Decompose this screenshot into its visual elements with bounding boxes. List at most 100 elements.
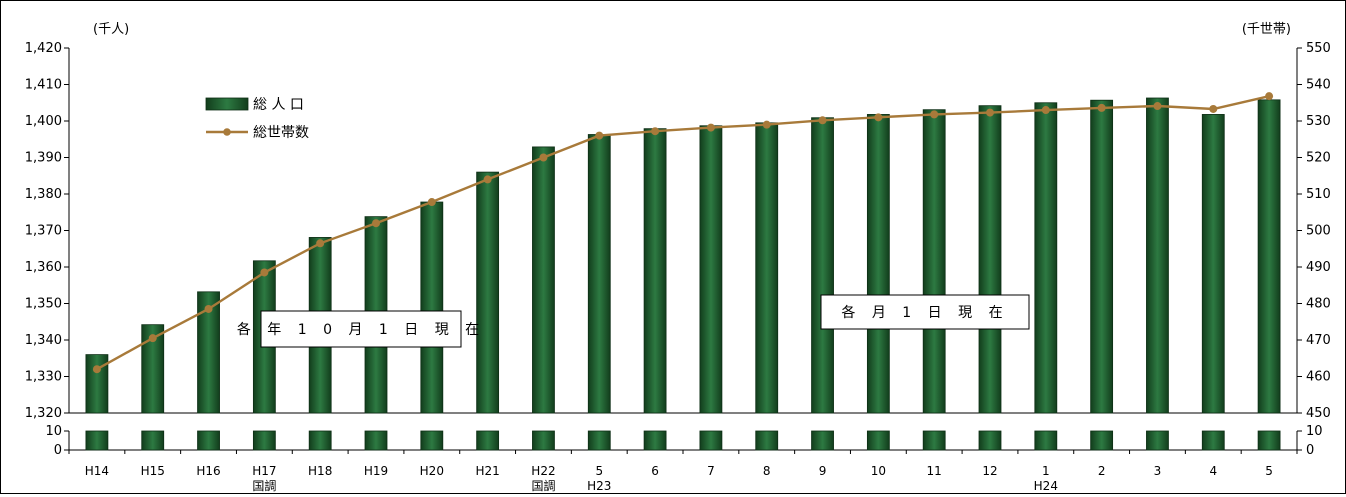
left-tick-label: 1,420 bbox=[25, 41, 62, 56]
right-tick-label: 540 bbox=[1306, 78, 1331, 93]
population-bar-base bbox=[1201, 430, 1225, 451]
annotation-monthly: 各 月 1 日 現 在 bbox=[820, 294, 1030, 330]
x-category-sublabel: H23 bbox=[587, 479, 611, 493]
households-point bbox=[762, 120, 771, 129]
break-right-tick-label: 0 bbox=[1306, 443, 1314, 458]
x-category-label: 10 bbox=[871, 464, 886, 478]
legend-bar-swatch bbox=[205, 97, 249, 111]
households-point bbox=[92, 365, 101, 374]
x-category-label: 7 bbox=[707, 464, 715, 478]
households-point bbox=[1265, 92, 1274, 101]
left-tick-label: 1,400 bbox=[25, 114, 62, 129]
households-point bbox=[706, 123, 715, 132]
population-bar bbox=[532, 146, 555, 414]
population-bar-base bbox=[308, 430, 332, 451]
population-bar-base bbox=[476, 430, 500, 451]
left-tick-label: 1,360 bbox=[25, 260, 62, 275]
break-left-tick-label: 0 bbox=[54, 443, 62, 458]
x-category-label: H16 bbox=[196, 464, 220, 478]
population-bar bbox=[587, 134, 611, 414]
households-point bbox=[316, 239, 325, 248]
population-bar-base bbox=[699, 430, 723, 451]
population-bar bbox=[197, 291, 220, 414]
population-bar bbox=[1146, 97, 1169, 414]
population-bar-base bbox=[922, 430, 946, 451]
right-tick-label: 460 bbox=[1306, 370, 1331, 385]
population-bar-base bbox=[1090, 430, 1114, 451]
population-bar-base bbox=[978, 430, 1002, 451]
right-tick-label: 450 bbox=[1306, 406, 1331, 421]
population-bar bbox=[699, 125, 723, 414]
households-point bbox=[930, 110, 939, 119]
population-bar-base bbox=[532, 430, 555, 451]
right-tick-label: 550 bbox=[1306, 41, 1331, 56]
annotation-yearly-text: 各 年 1 0 月 1 日 現 在 bbox=[237, 322, 485, 338]
population-bar bbox=[866, 114, 890, 414]
annotation-monthly-text: 各 月 1 日 現 在 bbox=[841, 305, 1008, 321]
right-tick-label: 500 bbox=[1306, 224, 1331, 239]
x-category-label: 4 bbox=[1209, 464, 1217, 478]
left-unit-label: (千人) bbox=[93, 22, 129, 37]
x-category-label: H14 bbox=[85, 464, 109, 478]
households-point bbox=[260, 268, 269, 277]
households-point bbox=[1041, 106, 1050, 115]
x-category-label: H21 bbox=[475, 464, 499, 478]
left-tick-label: 1,330 bbox=[25, 370, 62, 385]
legend-box bbox=[197, 87, 335, 149]
legend-label-households: 総世帯数 bbox=[253, 125, 309, 141]
population-bar bbox=[476, 171, 500, 414]
households-point bbox=[1097, 103, 1106, 112]
households-point bbox=[372, 219, 380, 228]
legend-label-population: 総 人 口 bbox=[253, 97, 304, 113]
axes-layer: 1,320 1,330 1,340 1,350 1,360 1,370 1,380 1,390… bbox=[25, 41, 1331, 458]
x-category-label: 11 bbox=[927, 464, 942, 478]
population-bar bbox=[1090, 99, 1114, 414]
population-bar-base bbox=[197, 430, 220, 451]
population-bar-base bbox=[420, 430, 444, 451]
population-bar bbox=[1034, 102, 1058, 414]
households-point bbox=[427, 198, 436, 207]
population-bar-base bbox=[1146, 430, 1169, 451]
households-point bbox=[595, 131, 604, 140]
population-bar bbox=[643, 128, 667, 414]
left-tick-label: 1,380 bbox=[25, 187, 62, 202]
legend: 総 人 口 総世帯数 bbox=[197, 87, 335, 149]
x-category-sublabel: 国調 bbox=[252, 479, 276, 493]
households-point bbox=[651, 127, 660, 136]
population-bar bbox=[1201, 114, 1225, 414]
population-bar-base bbox=[252, 430, 276, 451]
households-point bbox=[148, 334, 157, 343]
population-bar-base bbox=[755, 430, 779, 451]
households-point bbox=[1209, 104, 1218, 113]
population-bar-base bbox=[364, 430, 388, 451]
right-tick-label: 530 bbox=[1306, 114, 1331, 129]
x-category-label: 5 bbox=[1265, 464, 1273, 478]
population-bar-base bbox=[1034, 430, 1058, 451]
x-category-sublabel: H24 bbox=[1034, 479, 1058, 493]
population-bar bbox=[1257, 99, 1281, 414]
population-bar-base bbox=[1257, 430, 1281, 451]
x-category-label: H22 bbox=[531, 464, 555, 478]
population-bar bbox=[755, 122, 779, 414]
x-category-label: 3 bbox=[1154, 464, 1162, 478]
x-category-label: 12 bbox=[982, 464, 997, 478]
x-category-label: 8 bbox=[763, 464, 771, 478]
left-tick-label: 1,340 bbox=[25, 333, 62, 348]
break-right-tick-label: 10 bbox=[1306, 424, 1323, 439]
population-bar bbox=[811, 117, 834, 414]
annotation-monthly-box bbox=[820, 294, 1030, 330]
population-bar bbox=[141, 324, 165, 414]
households-point bbox=[874, 113, 883, 122]
households-point bbox=[986, 108, 994, 117]
households-line bbox=[96, 95, 1270, 371]
x-category-label: 6 bbox=[651, 464, 659, 478]
population-bar-base bbox=[587, 430, 611, 451]
left-tick-label: 1,390 bbox=[25, 151, 62, 166]
x-category-label: 9 bbox=[819, 464, 827, 478]
right-tick-label: 470 bbox=[1306, 333, 1331, 348]
right-tick-label: 510 bbox=[1306, 187, 1331, 202]
bars-layer bbox=[85, 97, 1281, 451]
